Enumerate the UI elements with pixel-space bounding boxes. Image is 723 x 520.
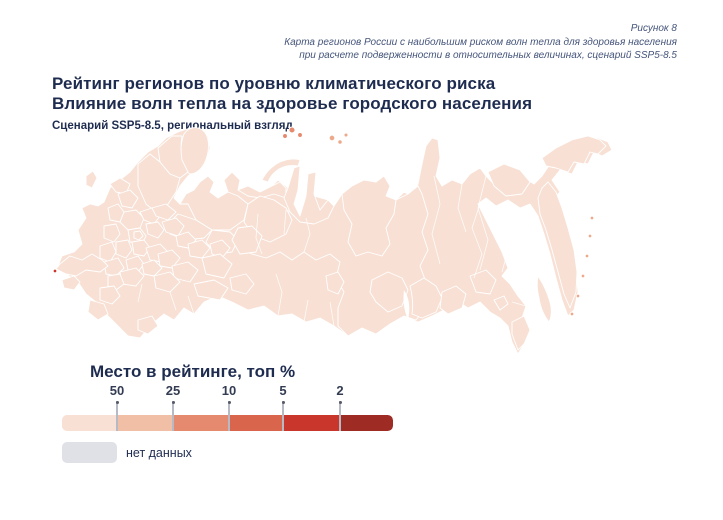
region-arkhangelsk [179, 175, 249, 231]
region-kuril-1 [569, 311, 575, 317]
region-arctic-island-3 [282, 133, 288, 139]
region-kemerovo [325, 271, 345, 295]
legend-color-bar [62, 415, 393, 431]
region-kuril-4 [584, 253, 590, 259]
region-yamal [283, 165, 335, 225]
legend-bucket-1 [62, 415, 116, 431]
region-saratov [153, 271, 181, 293]
no-data-label: нет данных [126, 445, 192, 460]
legend-tick-label-5: 5 [279, 383, 287, 398]
region-irkutsk [369, 271, 409, 313]
figure-caption-line1: Карта регионов России с наибольшим риско… [284, 36, 677, 48]
region-buryatia [409, 277, 443, 319]
region-chelyabinsk [229, 273, 255, 295]
region-karelia [137, 153, 181, 213]
legend-tick-label-50: 50 [109, 383, 125, 398]
region-arctic-island-6 [343, 132, 349, 138]
legend-bucket-2 [116, 415, 172, 431]
region-sakhalin [536, 275, 552, 323]
figure-number: Рисунок 8 [630, 23, 677, 34]
legend-tick-label-10: 10 [221, 383, 237, 398]
no-data-swatch [62, 442, 117, 463]
region-kola-west [157, 135, 189, 179]
region-kamchatka [537, 181, 578, 309]
legend-bucket-6 [339, 415, 393, 431]
legend-no-data: нет данных [62, 442, 192, 463]
legend-tick-50 [115, 401, 119, 431]
region-magadan [487, 163, 531, 197]
legend-tick-5 [281, 401, 285, 431]
region-leningrad [109, 177, 131, 195]
region-bryansk [99, 241, 117, 263]
region-smolensk [103, 223, 121, 243]
legend: Место в рейтинге, топ % 50 25 10 5 2 не [62, 362, 442, 463]
region-zabaikalsky [439, 285, 467, 315]
region-vologda [169, 213, 213, 241]
region-udmurtia [209, 239, 231, 259]
region-amur [469, 269, 497, 295]
region-arctic-island-5 [337, 139, 343, 145]
region-vladimir [145, 221, 165, 239]
region-penza-mordovia [157, 249, 181, 269]
region-ivanovo-kostroma [151, 203, 177, 221]
region-arctic-island-2 [297, 132, 303, 138]
region-kuril-2 [575, 293, 581, 299]
legend-tick-25 [171, 401, 175, 431]
russia-choropleth-map [42, 124, 702, 374]
legend-scale: 50 25 10 5 2 [62, 383, 393, 431]
region-bashkortostan [201, 253, 233, 279]
region-rostov [99, 285, 121, 305]
region-novgorod [117, 189, 139, 209]
title-block: Рейтинг регионов по уровню климатическог… [52, 74, 532, 132]
region-krasnodar [87, 299, 109, 321]
region-kuril-5 [587, 233, 593, 239]
region-lipetsk [125, 255, 145, 273]
legend-tick-2 [338, 401, 342, 431]
region-kaliningrad [85, 170, 98, 189]
region-sevastopol-dot [52, 268, 58, 274]
region-nizhny-novgorod [161, 217, 185, 237]
legend-tick-10 [227, 401, 231, 431]
region-kuril-3 [580, 273, 586, 279]
region-chukotka [541, 135, 607, 173]
figure-caption-line2: при расчете подверженности в относительн… [299, 50, 677, 61]
region-stavropol [137, 315, 159, 335]
legend-tick-label-25: 25 [165, 383, 181, 398]
region-arctic-island-4 [328, 134, 336, 142]
region-tambov [141, 259, 163, 277]
region-perm [231, 225, 263, 255]
region-crimea [61, 275, 81, 291]
region-primorye [511, 315, 531, 351]
region-tatarstan [187, 239, 211, 259]
region-novaya-zemlya [261, 158, 301, 183]
region-moscow-city [133, 230, 144, 241]
figure-caption: Рисунок 8 Карта регионов России с наибол… [284, 22, 677, 63]
region-nenets [237, 181, 287, 199]
lake-baikal [403, 290, 410, 320]
legend-bucket-4 [228, 415, 282, 431]
region-arctic-island-1 [288, 126, 296, 134]
region-kuril-6 [589, 215, 595, 221]
region-borders [137, 175, 527, 327]
region-krasnoyarsk-north [341, 175, 397, 257]
page-title-line1: Рейтинг регионов по уровню климатическог… [52, 74, 496, 93]
region-jewish-ao [493, 295, 509, 311]
region-orenburg [193, 279, 229, 301]
page-title-line2: Влияние волн тепла на здоровье городског… [52, 94, 533, 113]
legend-tick-label-2: 2 [336, 383, 344, 398]
region-no-data-band [55, 253, 109, 277]
page-subtitle: Сценарий SSP5-8.5, региональный взгляд [52, 120, 293, 132]
legend-bucket-3 [172, 415, 228, 431]
legend-bucket-5 [282, 415, 339, 431]
legend-title: Место в рейтинге, топ % [90, 362, 296, 381]
